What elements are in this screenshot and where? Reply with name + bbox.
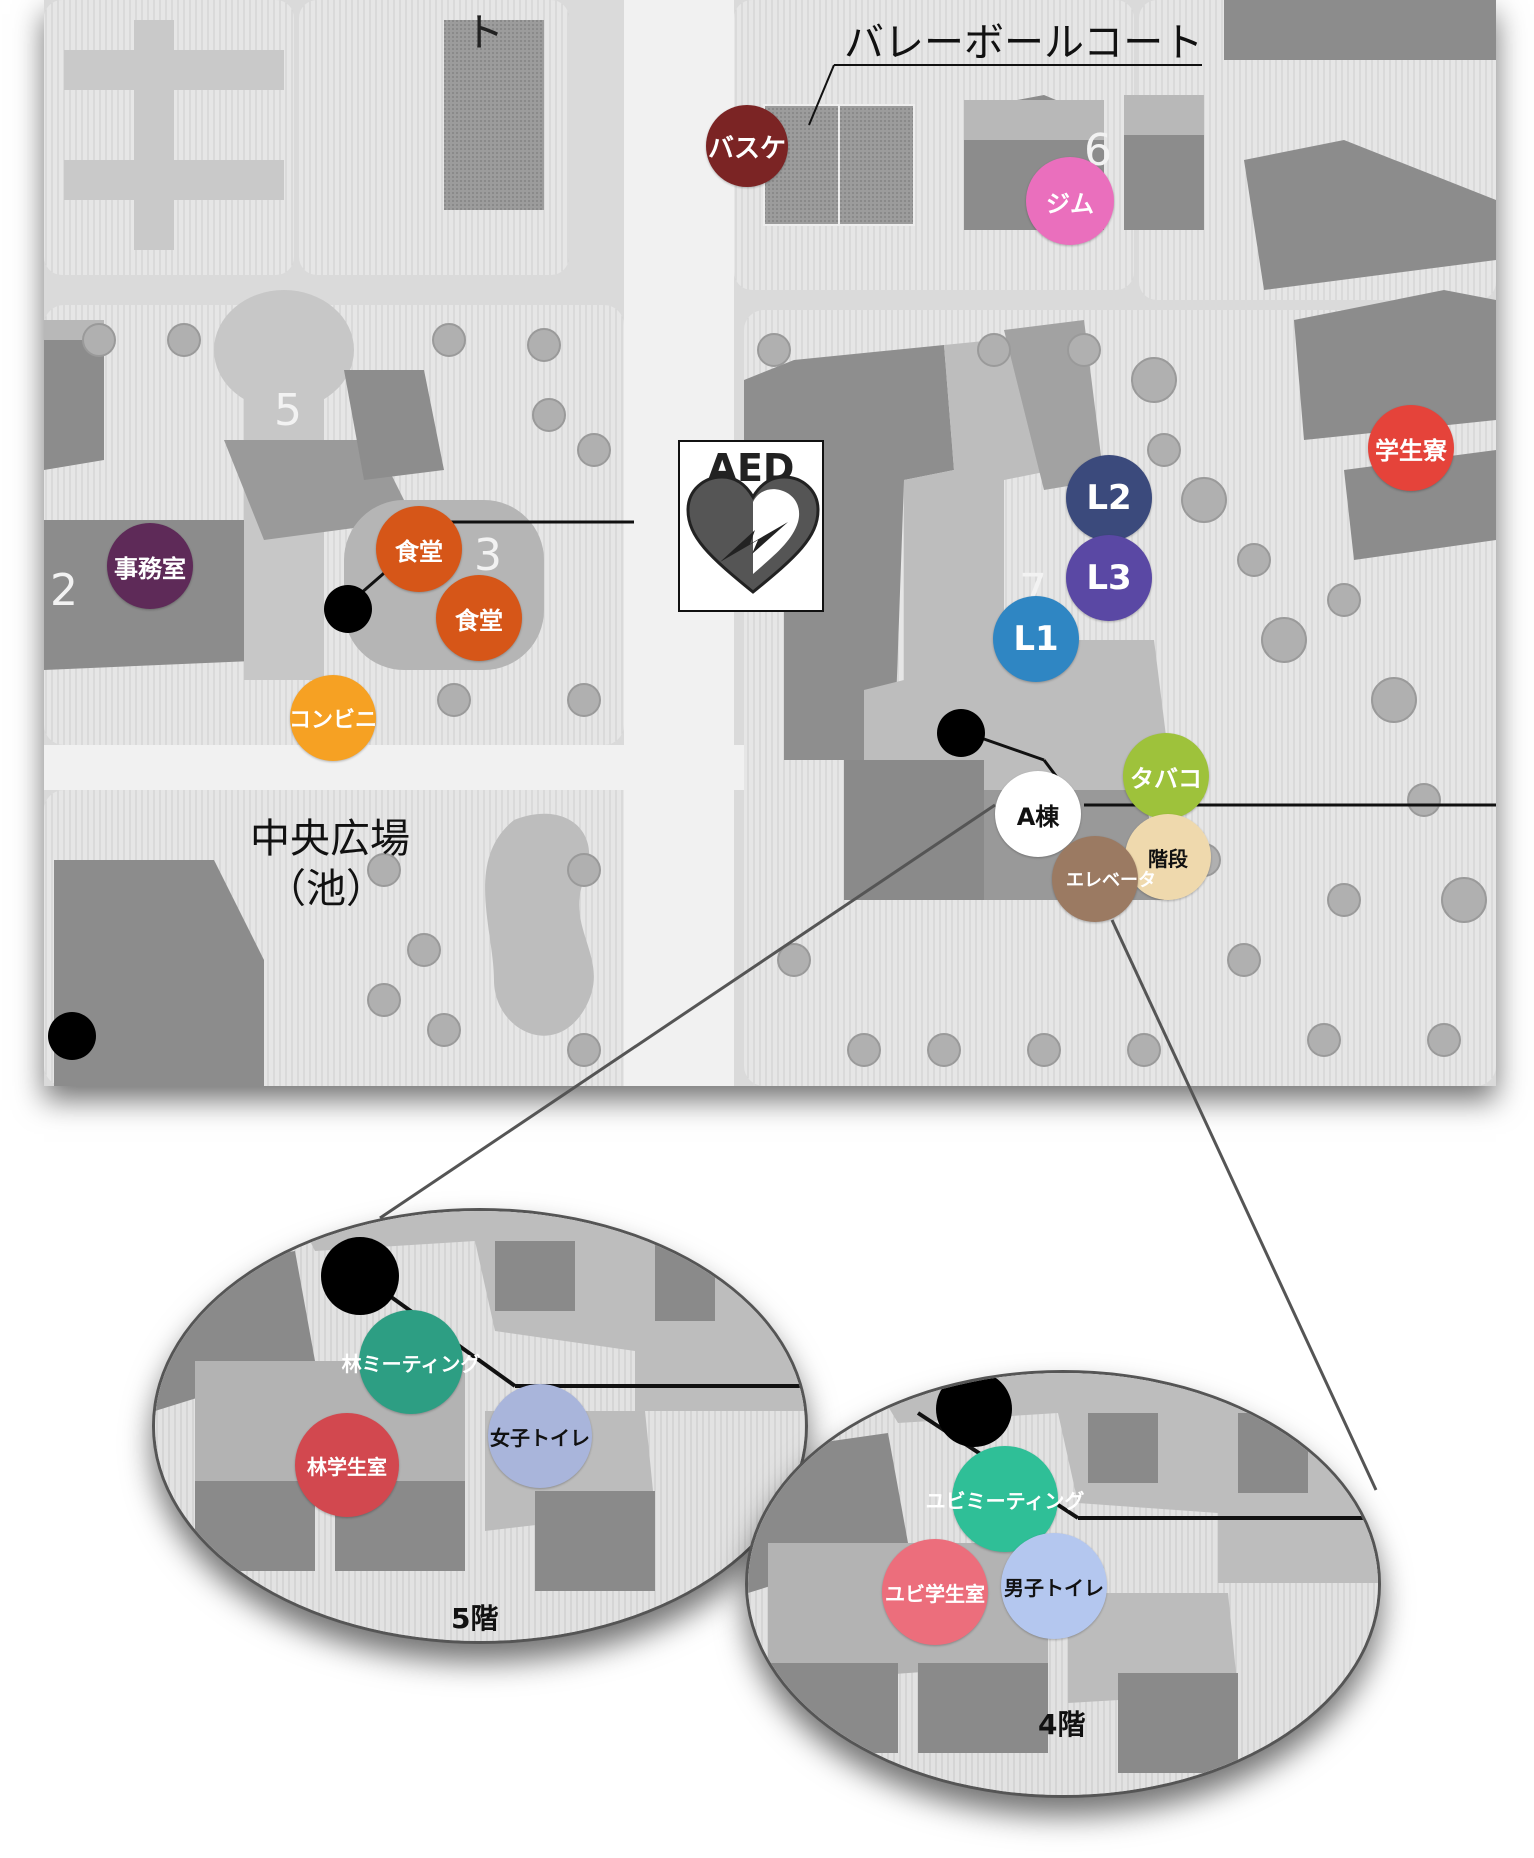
pin-hayashi-meeting-label: 林ミーティング [341,1351,481,1376]
map-marker-dot-left [48,1012,96,1060]
pin-stairs[interactable]: 階段 [1125,814,1211,900]
aed-sign: AED [678,440,824,612]
pin-cafeteria-1-label: 食堂 [395,537,443,566]
pin-dormitory-label: 学生寮 [1375,436,1447,465]
top-fragment-label: ト [464,10,504,56]
pin-convenience-store[interactable]: コンビニ [289,675,378,761]
floor-4-zoom: ユビミーティング ユビ学生室 男子トイレ 4階 [745,1370,1381,1798]
pin-yubi-student-room[interactable]: ユビ学生室 [882,1539,988,1645]
pin-gym-label: ジム [1046,189,1094,218]
floor-4-title: 4階 [1038,1708,1086,1741]
pin-elevator[interactable]: エレベータ [1052,836,1156,922]
pin-cafeteria-2-label: 食堂 [455,606,503,635]
pin-smoking-area[interactable]: タバコ [1123,733,1209,819]
pin-l1[interactable]: L1 [993,596,1079,682]
pin-stairs-label: 階段 [1148,846,1188,871]
floor-5-marker-dot [321,1237,399,1315]
pin-dormitory[interactable]: 学生寮 [1368,405,1454,491]
aed-heart-icon [686,475,820,594]
pin-hayashi-meeting[interactable]: 林ミーティング [342,1310,480,1414]
floor-4-building [748,1373,1378,1795]
pin-convenience-store-label: コンビニ [289,708,378,733]
pin-l3-label: L3 [1086,558,1132,598]
floor-4-marker-dot [936,1373,1012,1447]
map-marker-dot-3 [324,585,372,633]
floor-5-building [155,1211,805,1641]
volleyball-court-label: バレーボールコート [844,20,1204,66]
pin-women-toilet[interactable]: 女子トイレ [488,1384,592,1488]
pin-men-toilet-label: 男子トイレ [1004,1575,1104,1600]
pin-cafeteria-1[interactable]: 食堂 [376,506,462,592]
pin-l2-label: L2 [1086,478,1132,518]
pin-yubi-meeting-label: ユビミーティング [925,1488,1085,1513]
pin-yubi-meeting[interactable]: ユビミーティング [926,1446,1084,1552]
pond-label: （池） [266,866,386,912]
floor-5-title: 5階 [451,1602,499,1635]
pin-office-label: 事務室 [114,554,186,583]
pin-basketball[interactable]: バスケ [706,105,788,187]
pin-women-toilet-label: 女子トイレ [490,1425,590,1450]
pin-smoking-area-label: タバコ [1130,764,1202,793]
pin-l1-label: L1 [1013,619,1059,659]
pin-basketball-label: バスケ [707,133,786,164]
building-number-5: 5 [274,385,302,436]
pin-office[interactable]: 事務室 [107,523,193,609]
pin-yubi-student-room-label: ユビ学生室 [885,1581,985,1606]
pin-a-building-label: A棟 [1016,802,1060,831]
building-number-2: 2 [50,565,78,616]
pin-gym[interactable]: ジム [1026,157,1114,245]
pin-l2[interactable]: L2 [1066,455,1152,541]
floor-5-zoom: 林ミーティング 林学生室 女子トイレ 5階 [152,1208,808,1644]
map-marker-dot-a [937,709,985,757]
pin-men-toilet[interactable]: 男子トイレ [1001,1533,1107,1639]
building-number-3: 3 [474,530,502,581]
pin-l3[interactable]: L3 [1066,535,1152,621]
pin-a-building[interactable]: A棟 [995,771,1081,857]
pin-hayashi-student-room-label: 林学生室 [307,1454,387,1479]
pin-hayashi-student-room[interactable]: 林学生室 [295,1413,399,1517]
pin-elevator-label: エレベータ [1066,870,1156,891]
pin-cafeteria-2[interactable]: 食堂 [436,575,522,661]
